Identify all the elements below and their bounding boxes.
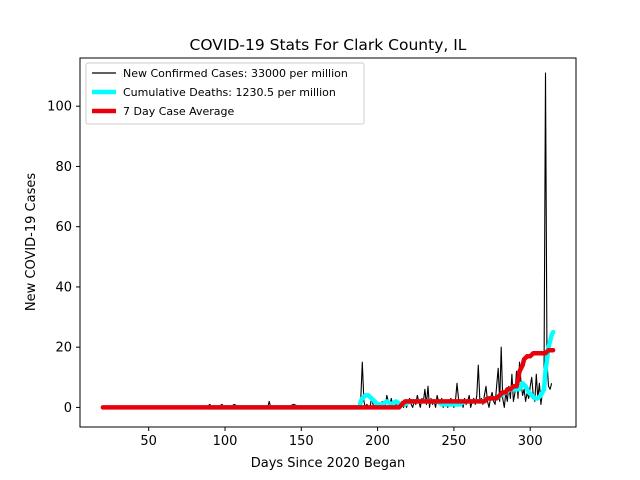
series-cumulative-deaths-line (204, 329, 556, 410)
y-tick-label: 20 (55, 341, 72, 356)
y-tick-label: 40 (55, 280, 72, 295)
y-tick-label: 80 (55, 160, 72, 175)
x-tick-label: 50 (140, 434, 157, 449)
y-tick-label: 0 (64, 401, 72, 416)
chart-title: COVID-19 Stats For Clark County, IL (190, 36, 467, 54)
legend: New Confirmed Cases: 33000 per million C… (85, 62, 365, 125)
x-tick-label: 250 (441, 434, 466, 449)
legend-label-new-cases: New Confirmed Cases: 33000 per million (123, 67, 348, 80)
x-tick-label: 200 (365, 434, 390, 449)
x-tick-label: 100 (213, 434, 238, 449)
y-axis-ticks: 0 20 40 60 80 100 (47, 100, 80, 416)
x-axis-title: Days Since 2020 Began (251, 456, 406, 471)
x-axis-ticks: 50 100 150 200 250 300 (140, 427, 543, 449)
plot-series (100, 72, 556, 410)
y-axis-title: New COVID-19 Cases (24, 173, 39, 311)
axes-frame (79, 57, 577, 428)
x-tick-label: 300 (518, 434, 543, 449)
series-7day-average-line (100, 347, 556, 410)
y-tick-label: 60 (55, 220, 72, 235)
legend-box (85, 62, 365, 125)
legend-label-7day: 7 Day Case Average (123, 105, 235, 118)
x-tick-label: 150 (289, 434, 314, 449)
y-tick-label: 100 (47, 100, 72, 115)
legend-label-deaths: Cumulative Deaths: 1230.5 per million (123, 86, 336, 99)
